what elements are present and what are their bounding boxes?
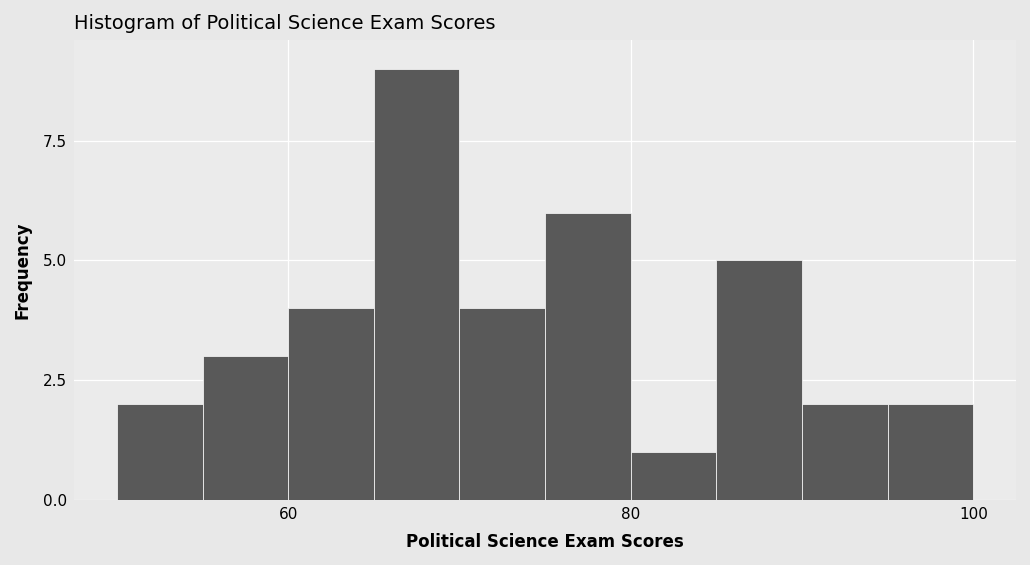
X-axis label: Political Science Exam Scores: Political Science Exam Scores (406, 533, 684, 551)
Bar (459, 308, 545, 500)
Text: Histogram of Political Science Exam Scores: Histogram of Political Science Exam Scor… (74, 14, 495, 33)
Bar (116, 404, 203, 500)
Bar (802, 404, 888, 500)
Bar (717, 260, 802, 500)
Bar (630, 452, 717, 500)
Bar (888, 404, 973, 500)
Bar (203, 357, 288, 500)
Bar (545, 212, 630, 500)
Y-axis label: Frequency: Frequency (13, 221, 32, 319)
Bar (374, 69, 459, 500)
Bar (288, 308, 374, 500)
